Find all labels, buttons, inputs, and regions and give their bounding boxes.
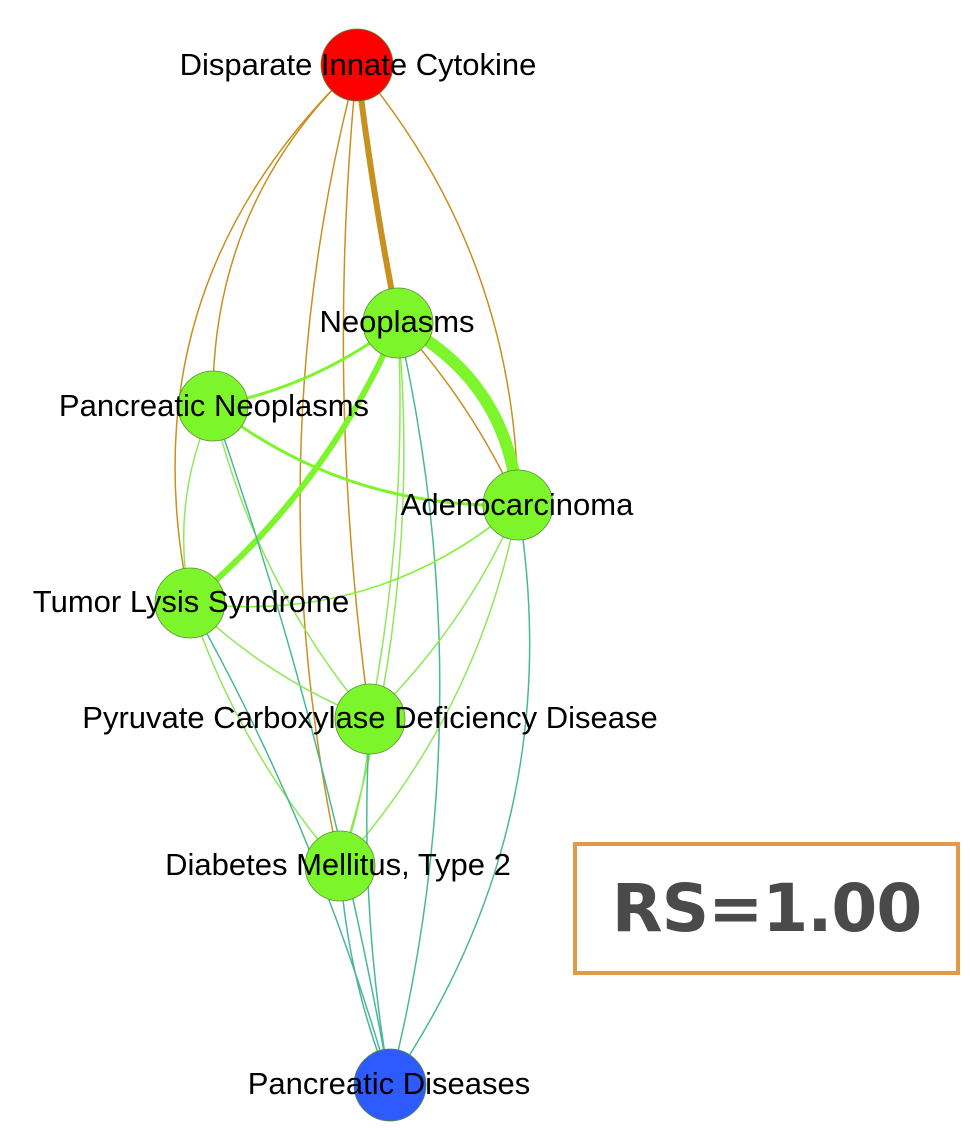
- edge-tumor-pancdis: [189, 602, 391, 1086]
- node-label-tumor: Tumor Lysis Syndrome: [33, 584, 349, 619]
- edge-cytokine-pancneo: [212, 64, 358, 407]
- node-label-pancneo: Pancreatic Neoplasms: [59, 388, 369, 423]
- edge-layer: [174, 62, 531, 1086]
- node-label-diabetes: Diabetes Mellitus, Type 2: [165, 847, 511, 882]
- node-pancdis[interactable]: [353, 1048, 427, 1122]
- node-tumor[interactable]: [154, 567, 226, 639]
- node-neoplasms[interactable]: [362, 287, 434, 359]
- node-label-pyruvate: Pyruvate Carboxylase Deficiency Disease: [82, 700, 657, 735]
- node-pancneo[interactable]: [177, 370, 249, 442]
- label-layer: Disparate Innate Cytokine Neoplasms Pancre…: [33, 47, 658, 1101]
- score-text: RS=1.00: [611, 870, 922, 947]
- node-label-pancdis: Pancreatic Diseases: [248, 1066, 531, 1101]
- edge-tumor-diabetes: [189, 602, 341, 867]
- edge-cytokine-pyruvate: [342, 64, 371, 720]
- node-label-neoplasms: Neoplasms: [319, 304, 474, 339]
- edge-tumor-adeno: [189, 504, 519, 608]
- node-pyruvate[interactable]: [334, 683, 406, 755]
- edge-cytokine-adeno: [356, 64, 519, 506]
- node-diabetes[interactable]: [304, 830, 376, 902]
- edge-pancneo-pyruvate: [212, 405, 371, 720]
- edge-adeno-pancdis: [389, 504, 531, 1086]
- node-layer: [154, 28, 554, 1122]
- edge-cytokine-diabetes: [299, 64, 358, 867]
- edge-cytokine-neoplasms: [354, 62, 401, 326]
- edge-neoplasms-pancdis: [389, 322, 441, 1086]
- node-cytokine[interactable]: [320, 28, 394, 102]
- node-adeno[interactable]: [482, 469, 554, 541]
- score-box: RS=1.00: [573, 842, 960, 975]
- edge-adeno-pyruvate: [369, 504, 519, 720]
- edge-pancneo-adeno: [211, 404, 520, 507]
- edge-neoplasms-tumor: [187, 320, 401, 606]
- edge-pyruvate-pancdis: [366, 718, 391, 1086]
- edge-cytokine-tumor: [174, 64, 358, 604]
- node-label-adeno: Adenocarcinoma: [401, 487, 634, 522]
- edge-adeno-diabetes: [339, 504, 519, 867]
- node-label-cytokine: Disparate Innate Cytokine: [180, 47, 537, 82]
- edge-neoplasms-pyruvate: [369, 322, 401, 720]
- edge-pancneo-pancdis: [212, 405, 391, 1086]
